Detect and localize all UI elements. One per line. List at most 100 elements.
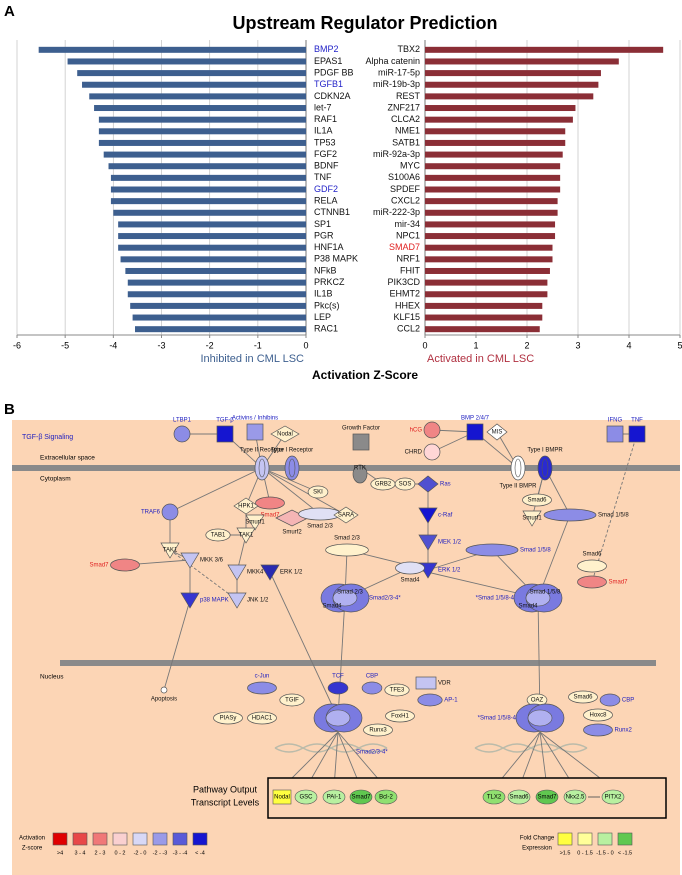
gene-label: TLX2 — [487, 795, 502, 801]
gene-label: PAI-1 — [327, 795, 342, 801]
node-label: MKK 3/6 — [200, 558, 224, 564]
category-label: RELA — [314, 196, 338, 206]
bar — [38, 46, 307, 53]
x-tick-label: -3 — [157, 340, 165, 350]
node-label: Ras — [440, 482, 451, 488]
node-label: Growth Factor — [342, 426, 380, 432]
legend-label: >1.5 — [560, 850, 571, 856]
membrane — [12, 465, 680, 471]
category-label: SP1 — [314, 219, 331, 229]
edge — [591, 433, 638, 583]
node-label: MIS — [492, 430, 503, 436]
bar — [425, 174, 561, 181]
panel-label: A — [4, 3, 15, 20]
category-label: NPC1 — [396, 230, 420, 240]
category-label: SMAD7 — [389, 242, 420, 252]
x-tick-label: 0 — [422, 340, 427, 350]
node-label: Smad 1/5/8 — [520, 548, 551, 554]
category-label: ZNF217 — [387, 102, 420, 112]
x-tick-label: 4 — [626, 340, 631, 350]
category-label: CTNNB1 — [314, 207, 350, 217]
bar — [98, 139, 306, 146]
x-tick-label: -1 — [254, 340, 262, 350]
legend-label: 0 - 1.5 — [577, 850, 593, 856]
bar — [127, 279, 307, 286]
bar — [67, 58, 306, 65]
node — [522, 510, 542, 527]
node-label: CBP — [622, 698, 634, 704]
category-label: miR-19b-3p — [373, 79, 420, 89]
node — [415, 676, 437, 690]
node — [160, 542, 180, 559]
node-label: RTK — [354, 466, 366, 472]
node — [247, 681, 277, 695]
region-label: Cytoplasm — [40, 476, 71, 483]
node-label: HPK1 — [238, 504, 254, 510]
node — [227, 592, 247, 609]
dna — [274, 743, 388, 753]
category-label: GDF2 — [314, 184, 338, 194]
legend-swatch — [52, 832, 68, 846]
x-tick-label: 0 — [303, 340, 308, 350]
category-label: mir-34 — [394, 219, 420, 229]
gene-label: Smad6 — [509, 795, 529, 801]
node-inner — [288, 458, 296, 478]
category-label: Pkc(s) — [314, 300, 340, 310]
category-label: FHIT — [400, 265, 420, 275]
node-label: Type II Receptor — [240, 448, 284, 454]
node — [160, 686, 168, 694]
gene — [294, 789, 318, 805]
bar — [425, 139, 566, 146]
x-tick-label: 5 — [677, 340, 682, 350]
x-tick-label: -5 — [61, 340, 69, 350]
node — [568, 690, 598, 704]
legend-label: >4 — [57, 850, 63, 856]
bar — [89, 93, 306, 100]
node — [361, 681, 383, 695]
bar — [125, 267, 306, 274]
edge — [261, 467, 347, 516]
node-label: SKI — [313, 490, 323, 496]
legend-swatch — [577, 832, 593, 846]
legend-label: -1.5 - 0 — [596, 850, 613, 856]
gene — [535, 789, 559, 805]
node — [227, 564, 247, 581]
node-label: ERK 1/2 — [438, 568, 461, 574]
gene — [349, 789, 373, 805]
category-label: IL1B — [314, 289, 333, 299]
category-label: REST — [396, 91, 421, 101]
category-label: LEP — [314, 312, 331, 322]
chart-title: Upstream Regulator Prediction — [232, 13, 497, 33]
category-label: EPAS1 — [314, 56, 342, 66]
node-label: TGF-β — [216, 418, 234, 424]
category-label: FGF2 — [314, 149, 337, 159]
node-inner — [258, 458, 266, 478]
category-label: miR-222-3p — [373, 207, 420, 217]
x-tick-label: -2 — [206, 340, 214, 350]
legend-swatch — [132, 832, 148, 846]
region-label: Extracellular space — [40, 455, 95, 462]
bar — [127, 291, 307, 298]
legend-label: 0 - 2 — [114, 850, 125, 856]
bar — [98, 116, 306, 123]
category-label: CXCL2 — [391, 196, 420, 206]
legend-label: 3 - 4 — [74, 850, 85, 856]
node — [417, 693, 443, 707]
node — [270, 425, 300, 443]
bar — [77, 70, 306, 77]
legend-swatch — [192, 832, 208, 846]
node — [205, 528, 231, 542]
node — [213, 711, 243, 725]
category-label: EHMT2 — [389, 289, 420, 299]
category-label: PDGF BB — [314, 67, 354, 77]
category-label: NME1 — [395, 126, 420, 136]
category-label: TP53 — [314, 137, 336, 147]
node-label: PIASy — [220, 716, 237, 722]
node-label: Runx2 — [615, 728, 633, 734]
node-label: FoxH1 — [391, 714, 409, 720]
node-label: Smurf1 — [245, 520, 265, 526]
node — [628, 425, 646, 443]
bar — [425, 116, 573, 123]
bar — [135, 326, 306, 333]
bar — [110, 186, 306, 193]
